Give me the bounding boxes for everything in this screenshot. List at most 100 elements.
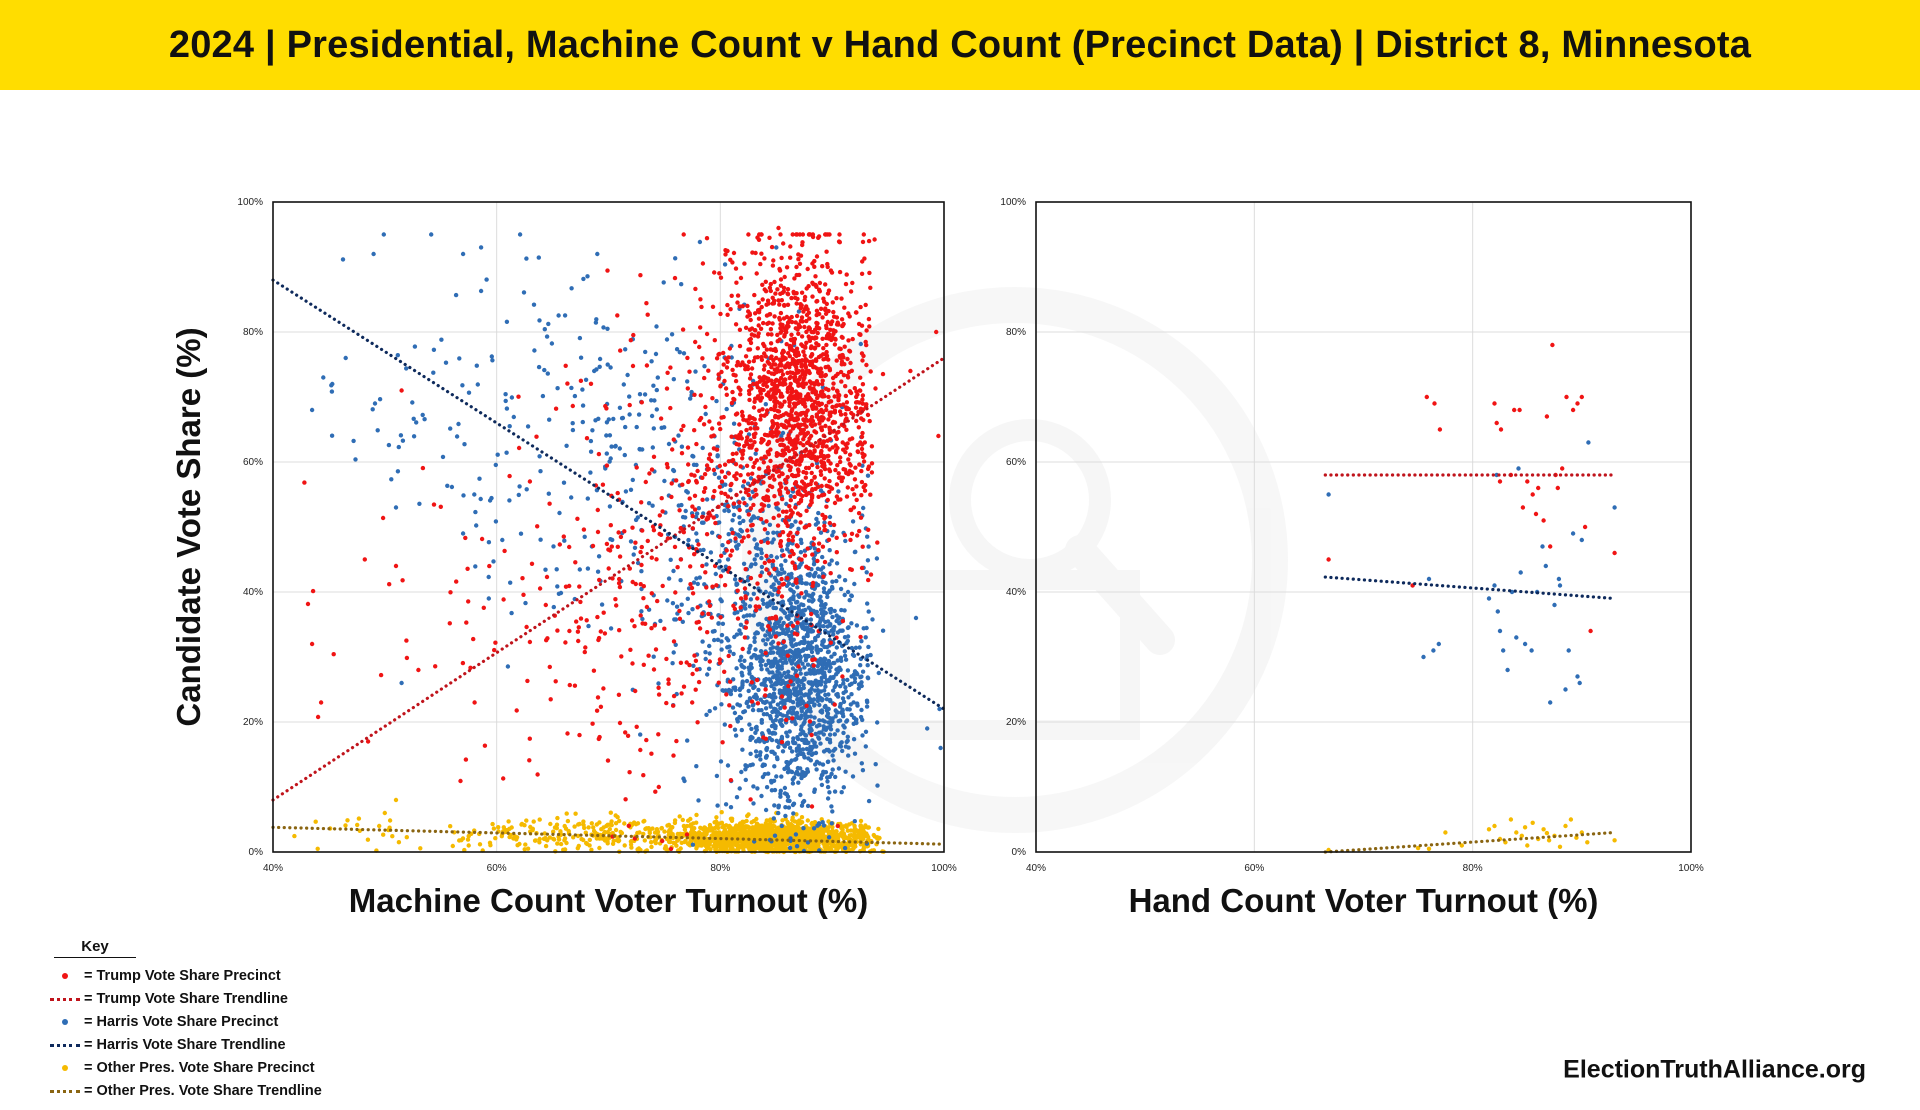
y-axis-title: Candidate Vote Share (%): [170, 327, 207, 726]
point-harris: [834, 692, 839, 697]
point-harris: [794, 713, 799, 718]
point-harris: [718, 597, 723, 602]
point-trump: [790, 232, 795, 237]
point-harris: [858, 714, 864, 720]
point-trump: [856, 425, 861, 430]
point-harris: [796, 683, 802, 688]
point-trump: [750, 471, 755, 476]
point-harris: [517, 232, 523, 237]
point-harris: [763, 633, 768, 638]
point-trump: [823, 232, 828, 237]
point-trump: [811, 536, 817, 541]
point-harris: [671, 377, 676, 382]
point-other: [609, 819, 614, 824]
point-harris: [828, 622, 833, 627]
point-other: [738, 829, 743, 835]
point-trump: [788, 498, 793, 503]
point-trump: [784, 314, 790, 320]
point-harris: [865, 663, 870, 668]
point-trump: [799, 557, 804, 562]
point-harris: [669, 332, 675, 337]
point-trump: [826, 537, 832, 542]
point-harris: [420, 412, 425, 418]
point-trump: [809, 478, 814, 484]
point-harris: [673, 256, 678, 261]
point-harris: [691, 454, 696, 459]
point-other: [525, 846, 531, 851]
point-harris: [771, 699, 776, 704]
point-trump: [831, 419, 836, 425]
point-trump: [821, 346, 826, 351]
point-trump: [757, 408, 762, 413]
point-harris: [691, 663, 696, 668]
point-harris: [725, 763, 731, 768]
point-harris: [749, 528, 755, 533]
point-harris: [747, 604, 753, 609]
point-trump: [787, 375, 792, 381]
point-trump: [760, 297, 765, 302]
point-harris: [790, 700, 796, 705]
point-trump: [724, 392, 729, 397]
point-harris: [752, 639, 757, 644]
point-harris: [372, 401, 378, 406]
point-harris: [443, 360, 449, 365]
point-trump: [786, 533, 791, 538]
point-trump: [801, 377, 806, 382]
point-harris: [486, 540, 492, 545]
point-trump: [779, 298, 784, 303]
point-harris: [769, 660, 774, 665]
point-trump: [806, 334, 811, 339]
point-harris: [772, 682, 777, 687]
point-trump: [779, 255, 784, 261]
point-trump: [846, 457, 851, 462]
point-harris: [588, 438, 594, 444]
point-other: [551, 829, 556, 834]
point-trump: [781, 289, 786, 294]
point-harris: [764, 699, 769, 704]
point-other: [728, 824, 733, 830]
point-trump: [814, 308, 820, 313]
point-harris: [634, 424, 639, 430]
point-harris: [779, 673, 784, 678]
point-harris: [714, 398, 719, 404]
point-trump: [861, 459, 867, 464]
y-tick-label: 20%: [243, 717, 263, 728]
point-harris: [778, 616, 783, 621]
point-harris: [800, 648, 806, 653]
point-harris: [782, 610, 788, 616]
point-trump: [807, 362, 813, 367]
point-harris: [815, 692, 820, 698]
point-harris: [694, 576, 699, 581]
point-harris: [841, 690, 846, 696]
point-trump: [812, 388, 817, 393]
point-harris: [661, 280, 666, 285]
point-harris: [766, 693, 772, 699]
point-harris: [417, 501, 422, 506]
point-harris: [654, 324, 659, 329]
point-harris: [321, 375, 326, 380]
point-harris: [775, 646, 780, 651]
point-other: [597, 845, 602, 851]
point-trump: [788, 417, 793, 422]
point-harris: [850, 774, 856, 779]
point-harris: [798, 550, 804, 555]
point-harris: [508, 580, 513, 585]
point-harris: [875, 720, 880, 725]
point-other: [608, 810, 613, 815]
point-harris: [454, 434, 460, 439]
point-trump: [869, 444, 875, 449]
point-harris: [694, 511, 700, 516]
point-other: [571, 835, 576, 840]
point-trump: [775, 287, 780, 292]
point-harris: [851, 737, 857, 742]
point-harris: [826, 692, 831, 697]
point-harris: [832, 651, 837, 657]
point-harris: [839, 790, 844, 795]
point-harris: [801, 798, 807, 804]
point-harris: [786, 581, 792, 586]
point-harris: [840, 748, 845, 754]
point-other: [377, 823, 382, 829]
point-trump: [824, 407, 829, 413]
point-harris: [585, 496, 590, 501]
point-harris: [759, 564, 765, 570]
